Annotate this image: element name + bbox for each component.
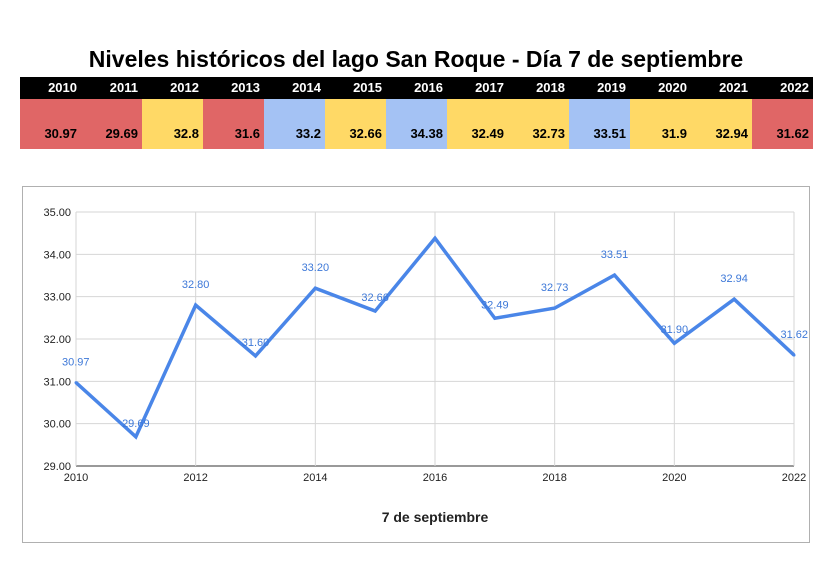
data-label: 30.97 (62, 357, 90, 369)
x-tick-label: 2022 (782, 472, 806, 484)
data-label: 33.20 (302, 262, 330, 274)
year-header-cell: 2019 (597, 80, 626, 95)
yearly-levels-table: 2010 2011 2012 2013 2014 2015 2016 2017 2018 2019… (20, 77, 813, 149)
y-tick-label: 32.00 (43, 334, 71, 346)
data-label: 31.90 (661, 324, 689, 336)
data-point (313, 286, 317, 290)
chart-frame: 29.00 30.00 31.00 32.00 33.00 34.00 35.00 2010 2… (22, 186, 810, 543)
y-tick-label: 30.00 (43, 419, 71, 431)
level-value-cell: 30.97 (20, 99, 81, 149)
x-tick-label: 2014 (303, 472, 327, 484)
y-tick-label: 34.00 (43, 249, 71, 261)
data-point (74, 381, 78, 385)
level-value-cell: 33.51 (569, 99, 630, 149)
year-header-cell: 2016 (414, 80, 443, 95)
data-point (134, 435, 138, 439)
year-header-cell: 2017 (475, 80, 504, 95)
data-point (493, 316, 497, 320)
x-axis-title: 7 de septiembre (382, 509, 489, 525)
year-header-row: 2010 2011 2012 2013 2014 2015 2016 2017 2018 2019… (20, 77, 813, 99)
level-value-cell: 32.49 (447, 99, 508, 149)
data-label: 31.62 (780, 329, 808, 341)
data-label: 33.51 (601, 249, 629, 261)
level-value-cell: 32.8 (142, 99, 203, 149)
year-header-cell: 2012 (170, 80, 199, 95)
data-label: 32.94 (720, 273, 748, 285)
data-point (254, 354, 257, 358)
level-value-cell: 29.69 (81, 99, 142, 149)
x-tick-label: 2012 (183, 472, 207, 484)
x-tick-label: 2010 (64, 472, 88, 484)
line-chart: 29.00 30.00 31.00 32.00 33.00 34.00 35.00 2010 2… (43, 207, 808, 525)
data-label: 32.80 (182, 279, 210, 291)
data-point (194, 303, 198, 307)
data-point (433, 236, 437, 240)
data-label: 32.66 (361, 292, 389, 304)
x-tick-label: 2020 (662, 472, 686, 484)
x-tick-label: 2016 (423, 472, 447, 484)
year-header-cell: 2018 (536, 80, 565, 95)
y-tick-label: 31.00 (43, 376, 71, 388)
level-value-cell: 34.38 (386, 99, 447, 149)
level-value-cell: 31.62 (752, 99, 813, 149)
data-point (373, 309, 377, 313)
data-label: 31.60 (242, 337, 270, 349)
data-point (732, 297, 736, 301)
data-point (613, 273, 616, 277)
data-point (553, 306, 557, 310)
year-header-cell: 2015 (353, 80, 382, 95)
year-header-cell: 2010 (48, 80, 77, 95)
year-header-cell: 2013 (231, 80, 260, 95)
data-label: 32.73 (541, 282, 569, 294)
year-header-cell: 2020 (658, 80, 687, 95)
y-tick-label: 35.00 (43, 207, 71, 219)
data-label: 29.69 (122, 418, 150, 430)
y-tick-label: 33.00 (43, 292, 71, 304)
year-header-cell: 2011 (109, 80, 138, 95)
level-value-cell: 32.66 (325, 99, 386, 149)
data-label: 32.49 (481, 299, 509, 311)
x-tick-label: 2018 (542, 472, 566, 484)
level-value-row: 30.97 29.69 32.8 31.6 33.2 32.66 34.38 32.49 32.… (20, 99, 813, 149)
data-point (672, 341, 676, 345)
level-value-cell: 32.94 (691, 99, 752, 149)
level-value-cell: 31.9 (630, 99, 691, 149)
year-header-cell: 2022 (780, 80, 809, 95)
level-value-cell: 33.2 (264, 99, 325, 149)
level-value-cell: 31.6 (203, 99, 264, 149)
y-tick-label: 29.00 (43, 461, 71, 473)
data-point (792, 353, 796, 357)
page-title: Niveles históricos del lago San Roque - … (88, 46, 744, 72)
level-value-cell: 32.73 (508, 99, 569, 149)
year-header-cell: 2021 (719, 80, 748, 95)
year-header-cell: 2014 (292, 80, 321, 95)
